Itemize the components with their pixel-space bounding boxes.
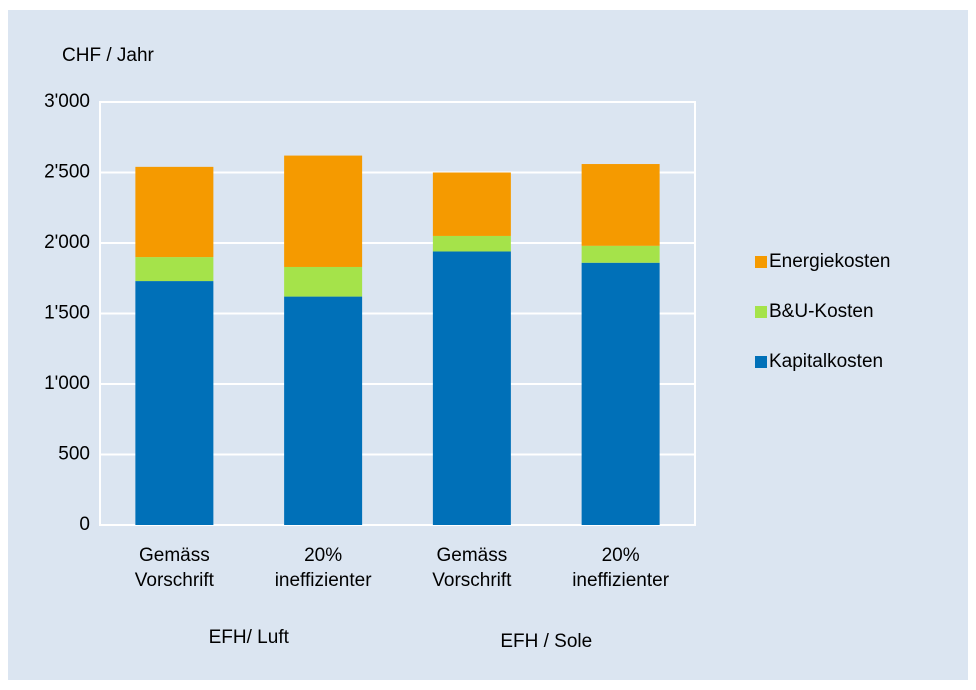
y-tick-label: 3'000 (44, 91, 90, 112)
bar-segment (581, 164, 660, 246)
legend-swatch (755, 356, 767, 368)
bar-segment (135, 281, 214, 525)
bar-segment (284, 266, 363, 297)
legend-label: Energiekosten (769, 251, 890, 272)
legend-label: Kapitalkosten (769, 351, 883, 372)
bar-segment (284, 155, 363, 267)
legend-label: B&U-Kosten (769, 301, 874, 322)
legend-swatch (755, 306, 767, 318)
bar-segment (432, 251, 511, 525)
x-tick-label: ineffizienter (572, 570, 669, 591)
y-tick-label: 500 (58, 444, 90, 465)
bar-segment (432, 172, 511, 236)
x-tick-label: 20% (602, 545, 640, 566)
x-tick-label: Gemäss (437, 545, 508, 566)
x-tick-label: Vorschrift (135, 570, 215, 591)
plot-frame (99, 101, 696, 526)
x-tick-label: ineffizienter (275, 570, 372, 591)
bar-segment (581, 262, 660, 525)
group-label: EFH / Sole (500, 631, 592, 652)
x-tick-label: Gemäss (139, 545, 210, 566)
group-label: EFH/ Luft (209, 627, 290, 648)
y-tick-label: 1'500 (44, 303, 90, 324)
bar-segment (135, 166, 214, 258)
y-tick-label: 2'000 (44, 232, 90, 253)
x-tick-label: 20% (304, 545, 342, 566)
bar-segment (432, 235, 511, 252)
bar-segment (135, 257, 214, 282)
y-tick-label: 1'000 (44, 373, 90, 394)
bar-segment (284, 296, 363, 525)
legend-swatch (755, 256, 767, 268)
x-tick-label: Vorschrift (432, 570, 512, 591)
y-axis-label: CHF / Jahr (62, 45, 155, 66)
bar-segment (581, 245, 660, 263)
y-tick-label: 0 (79, 514, 90, 535)
y-tick-label: 2'500 (44, 162, 90, 183)
